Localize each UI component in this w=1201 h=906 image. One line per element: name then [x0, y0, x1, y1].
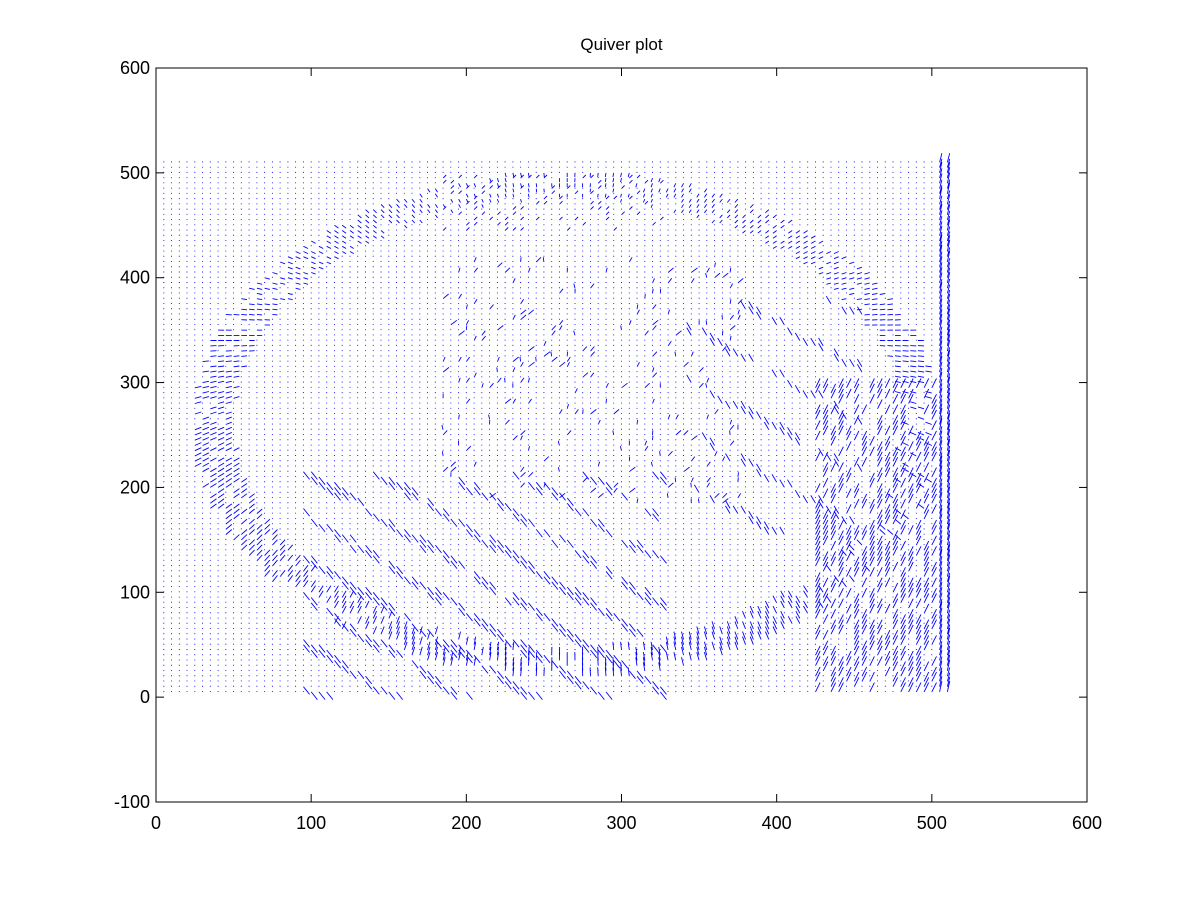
y-tick-label: 600: [120, 58, 150, 78]
y-tick-label: 400: [120, 268, 150, 288]
y-tick-label: 300: [120, 373, 150, 393]
x-axis: 0 100 200 300 400 500 600: [151, 68, 1102, 833]
quiver-arrows: [163, 153, 951, 700]
vector-field: [163, 153, 951, 700]
y-tick-label: 0: [140, 687, 150, 707]
x-tick-label: 400: [762, 813, 792, 833]
chart-title: Quiver plot: [580, 35, 662, 54]
y-tick-label: -100: [114, 792, 150, 812]
y-tick-label: 500: [120, 163, 150, 183]
x-tick-label: 0: [151, 813, 161, 833]
x-tick-label: 600: [1072, 813, 1102, 833]
y-tick-label: 200: [120, 477, 150, 497]
x-tick-label: 500: [917, 813, 947, 833]
y-tick-label: 100: [120, 582, 150, 602]
x-tick-label: 300: [606, 813, 636, 833]
y-axis: -100 0 100 200 300 400 500 600: [114, 58, 1087, 812]
x-tick-label: 100: [296, 813, 326, 833]
x-tick-label: 200: [451, 813, 481, 833]
